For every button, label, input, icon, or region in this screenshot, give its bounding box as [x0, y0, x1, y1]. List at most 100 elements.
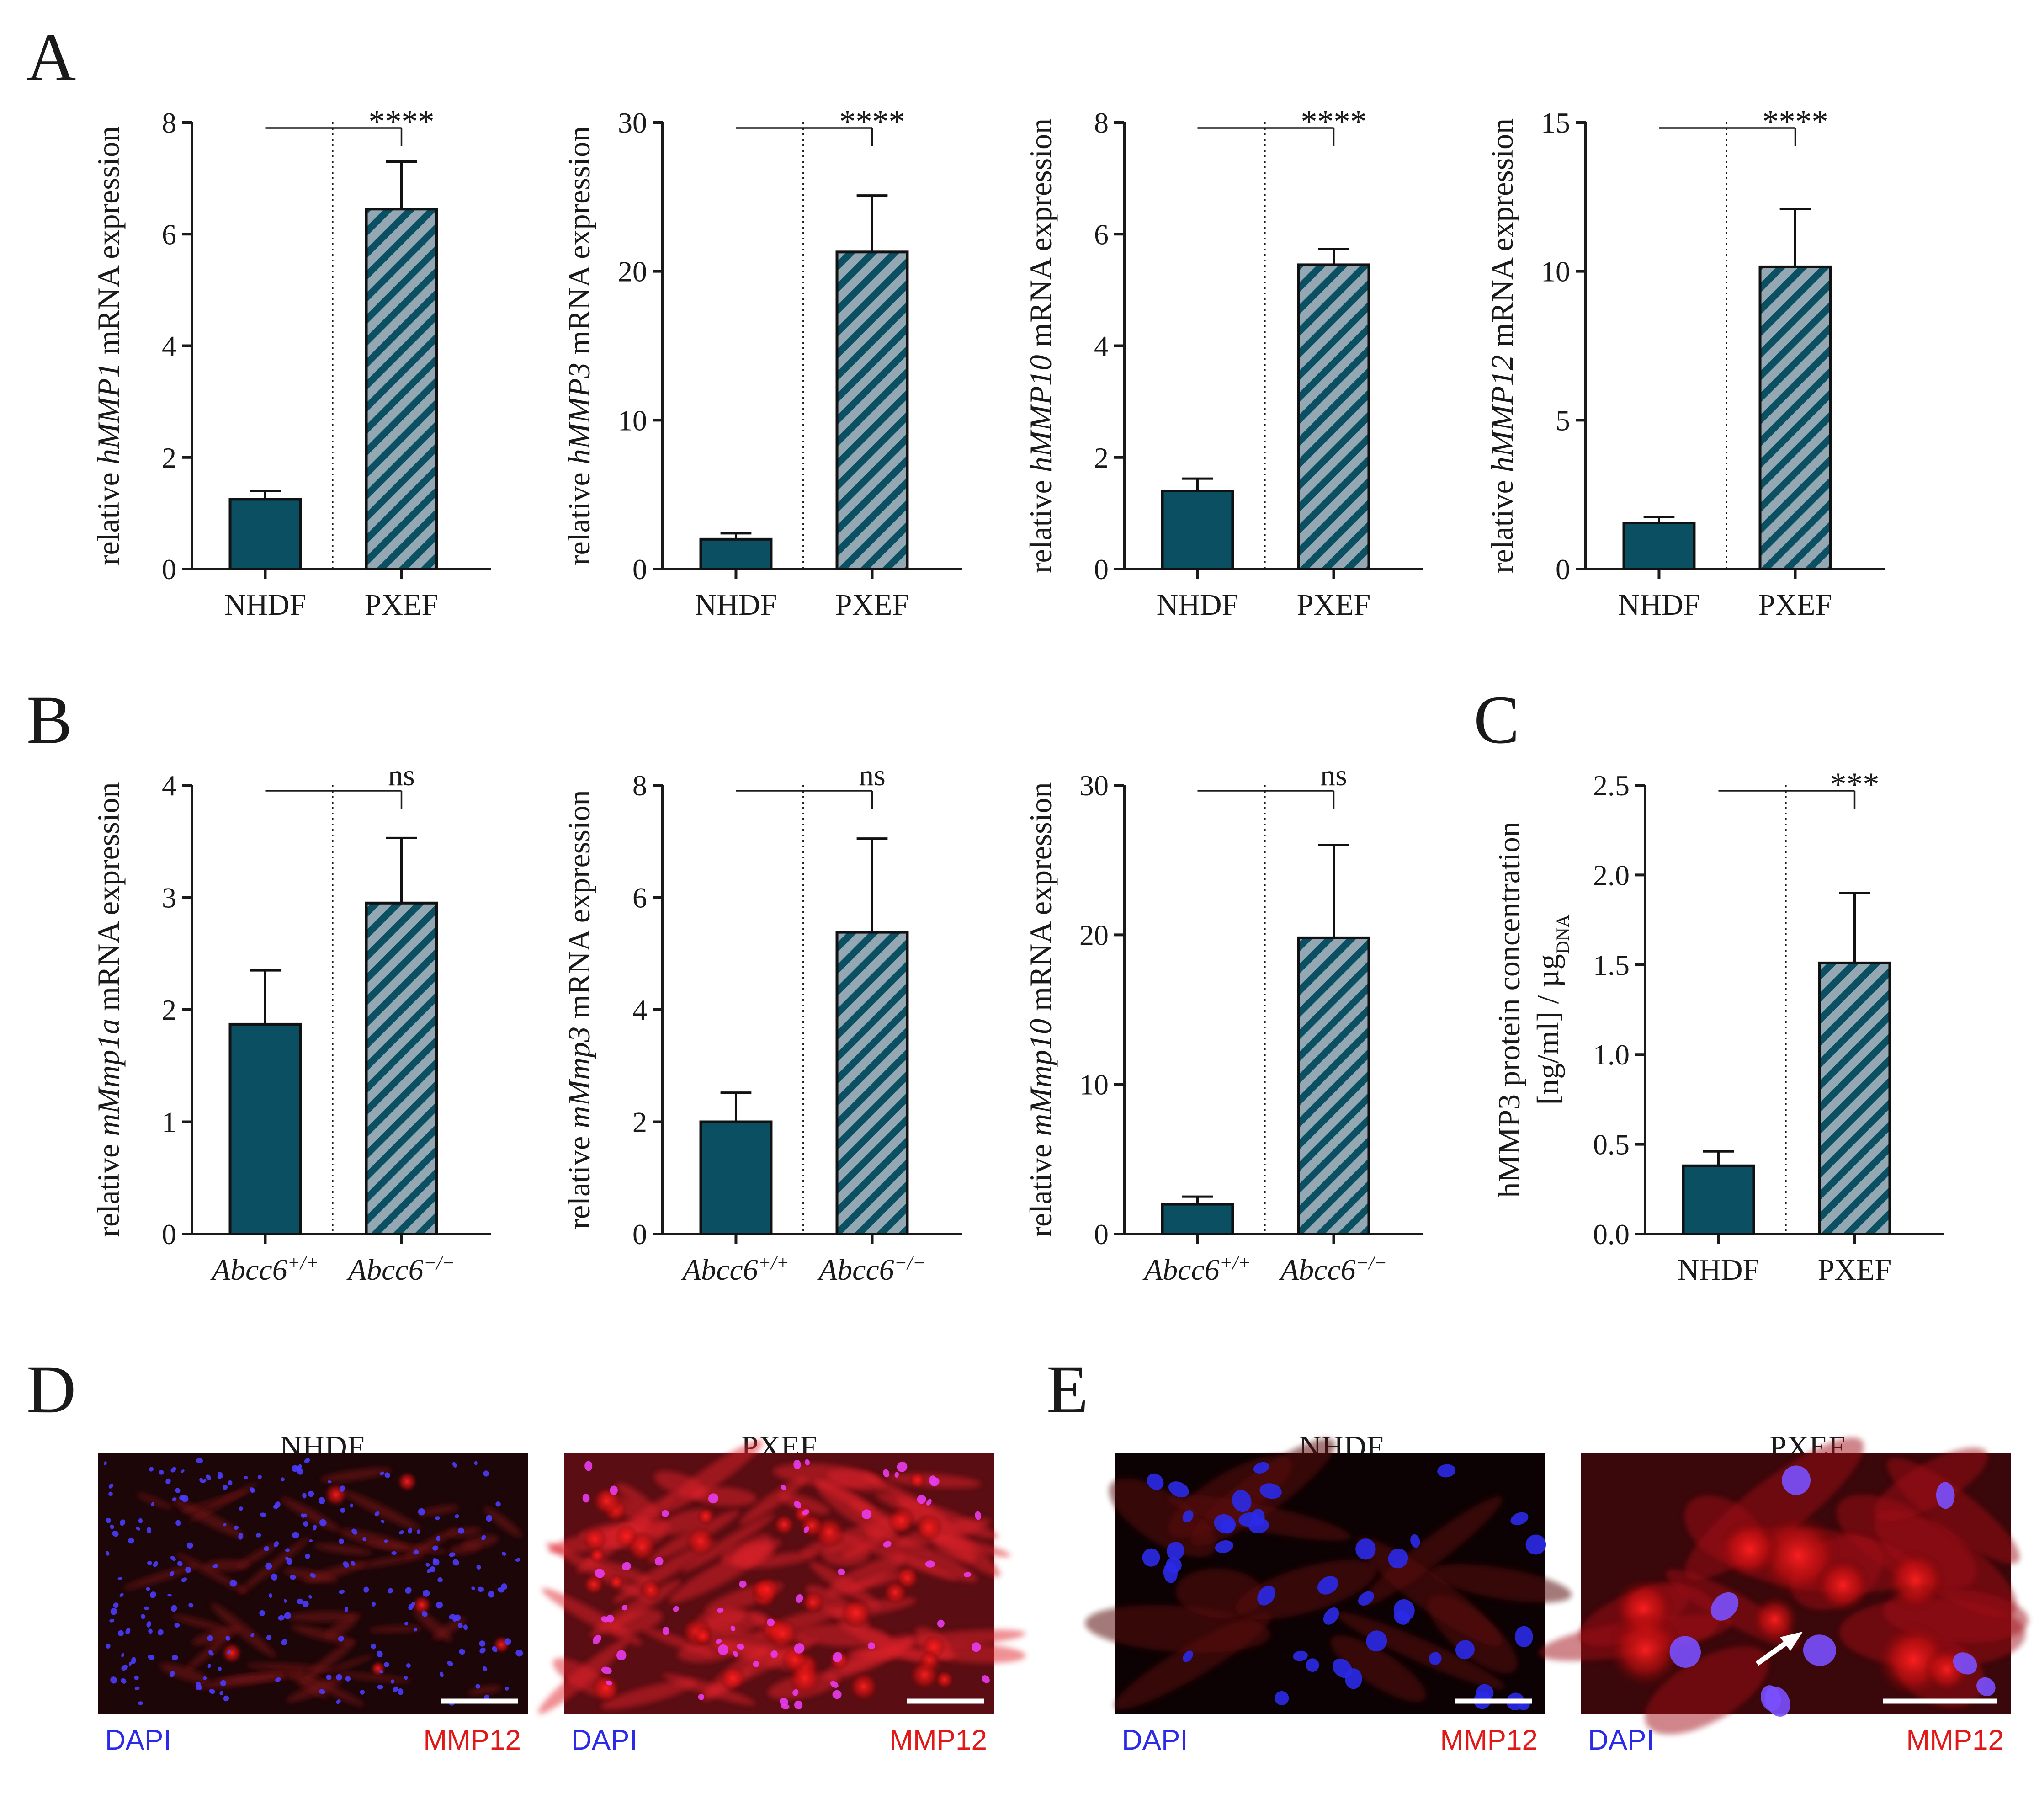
y-axis-label: relative mMmp10 mRNA expression [1023, 782, 1058, 1237]
micrograph-D-PXEF: PXEF DAPI MMP12 [538, 1429, 1026, 1756]
cell-cytoplasm [194, 1672, 285, 1689]
cell-nucleus [302, 1493, 307, 1499]
cell-nucleus [351, 1528, 358, 1535]
micrograph-panels: NHDF DAPI MMP12 PXEF DAPI MMP12 NHDF DAP… [98, 1429, 2029, 1756]
cell-nucleus [350, 1503, 353, 1508]
bar-pxef-1 [1297, 263, 1370, 570]
cell-nucleus [459, 1649, 465, 1655]
cell-cytoplasm [933, 1537, 977, 1563]
dapi-label: DAPI [571, 1724, 637, 1756]
x-category-label: PXEF [835, 588, 909, 622]
cell-nucleus [151, 1502, 154, 1507]
cell-nucleus [897, 1461, 908, 1472]
cell-nucleus [592, 1634, 601, 1644]
bar-nhdf-0 [1622, 522, 1696, 570]
dapi-label: DAPI [1122, 1724, 1188, 1756]
cell-nucleus [172, 1497, 177, 1501]
y-tick-label: 0 [1094, 553, 1109, 585]
cell-nucleus [1355, 1538, 1376, 1560]
cell-cytoplasm [413, 1608, 452, 1642]
x-category-label: NHDF [1618, 588, 1700, 622]
cell-nucleus [108, 1484, 113, 1489]
cell-nucleus [117, 1630, 124, 1637]
cell-nucleus [436, 1535, 441, 1542]
cell-nucleus [297, 1469, 303, 1475]
cell-cytoplasm [461, 1535, 499, 1549]
cell-nucleus [504, 1638, 511, 1645]
y-axis-label: hMMP3 protein concentration [1492, 821, 1526, 1197]
cell-glow [370, 1660, 387, 1677]
cell-nucleus [1142, 1548, 1160, 1567]
cell-nucleus [654, 1557, 664, 1566]
y-tick-label: 8 [162, 106, 176, 139]
cell-nucleus [336, 1699, 341, 1704]
cell-cytoplasm [122, 1564, 198, 1590]
cell-nucleus [404, 1621, 409, 1626]
x-category-label: NHDF [224, 588, 307, 622]
cell-nucleus [138, 1518, 143, 1523]
cell-nucleus [117, 1577, 122, 1581]
cell-nucleus [492, 1646, 498, 1653]
cell-nucleus [391, 1551, 397, 1555]
cell-nucleus [170, 1571, 175, 1576]
cell-nucleus [196, 1458, 203, 1463]
cell-nucleus [793, 1460, 801, 1469]
cell-nucleus [259, 1610, 266, 1616]
cell-nucleus [1306, 1658, 1319, 1672]
cell-cytoplasm [773, 1463, 879, 1488]
cell-nucleus [796, 1594, 803, 1603]
cell-nucleus [384, 1539, 388, 1543]
y-tick-label: 1 [162, 1106, 176, 1139]
bar-pxef-1 [1758, 265, 1832, 570]
cell-nucleus [228, 1480, 233, 1485]
cell-cytoplasm [742, 1552, 817, 1569]
cell-cytoplasm [324, 1655, 373, 1674]
cell-nucleus [379, 1670, 384, 1674]
cell-cytoplasm [171, 1614, 229, 1632]
cell-cytoplasm [601, 1680, 696, 1709]
mmp12-label: MMP12 [423, 1724, 521, 1756]
cell-nucleus [345, 1607, 349, 1612]
cell-nucleus [269, 1593, 272, 1598]
cell-nucleus [1669, 1636, 1701, 1668]
cell-cytoplasm [159, 1663, 208, 1683]
cell-nucleus [601, 1666, 612, 1675]
cell-nucleus [476, 1565, 481, 1570]
bar-nhdf-0 [228, 498, 302, 570]
cell-nucleus [284, 1599, 287, 1603]
cell-nucleus [141, 1614, 146, 1619]
cell-nucleus [297, 1598, 303, 1604]
cell-nucleus [495, 1501, 501, 1507]
bar-abcc6-0 [228, 1022, 302, 1236]
cell-nucleus [380, 1471, 384, 1475]
cell-nucleus [733, 1650, 738, 1657]
cell-nucleus [708, 1493, 718, 1504]
cell-nucleus [112, 1530, 119, 1537]
cell-nucleus [1275, 1691, 1289, 1705]
cell-nucleus [1232, 1490, 1252, 1512]
significance-label: ns [1320, 759, 1347, 792]
cell-nucleus [290, 1575, 296, 1580]
cell-nucleus [147, 1560, 152, 1565]
cell-nucleus [310, 1573, 316, 1578]
y-tick-label: 4 [1094, 330, 1109, 362]
y-tick-label: 5 [1556, 404, 1570, 436]
y-tick-label: 4 [632, 994, 647, 1026]
cell-glow [582, 1526, 608, 1552]
cell-nucleus [218, 1666, 222, 1671]
cell-cytoplasm [587, 1559, 651, 1583]
x-category-label: NHDF [1157, 588, 1239, 622]
significance-label: **** [1763, 103, 1828, 140]
cell-nucleus [605, 1680, 612, 1686]
cell-glow [1884, 1549, 1947, 1612]
cell-nucleus [867, 1642, 875, 1650]
cell-nucleus [1410, 1534, 1420, 1548]
cell-nucleus [179, 1495, 186, 1501]
cell-nucleus [175, 1488, 181, 1493]
y-tick-label: 6 [632, 882, 647, 914]
y-tick-label: 1.5 [1593, 949, 1630, 981]
y-tick-label: 15 [1541, 106, 1570, 139]
cell-nucleus [150, 1591, 156, 1598]
cell-nucleus [861, 1509, 872, 1519]
cell-cytoplasm [866, 1529, 977, 1582]
